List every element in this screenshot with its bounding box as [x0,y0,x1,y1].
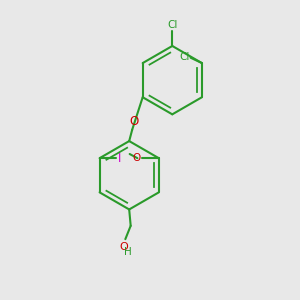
Text: O: O [133,153,141,163]
Text: Cl: Cl [167,20,178,30]
Text: O: O [129,115,138,128]
Text: Cl: Cl [179,52,189,62]
Text: H: H [124,247,132,256]
Text: O: O [119,242,128,251]
Text: I: I [118,152,122,165]
